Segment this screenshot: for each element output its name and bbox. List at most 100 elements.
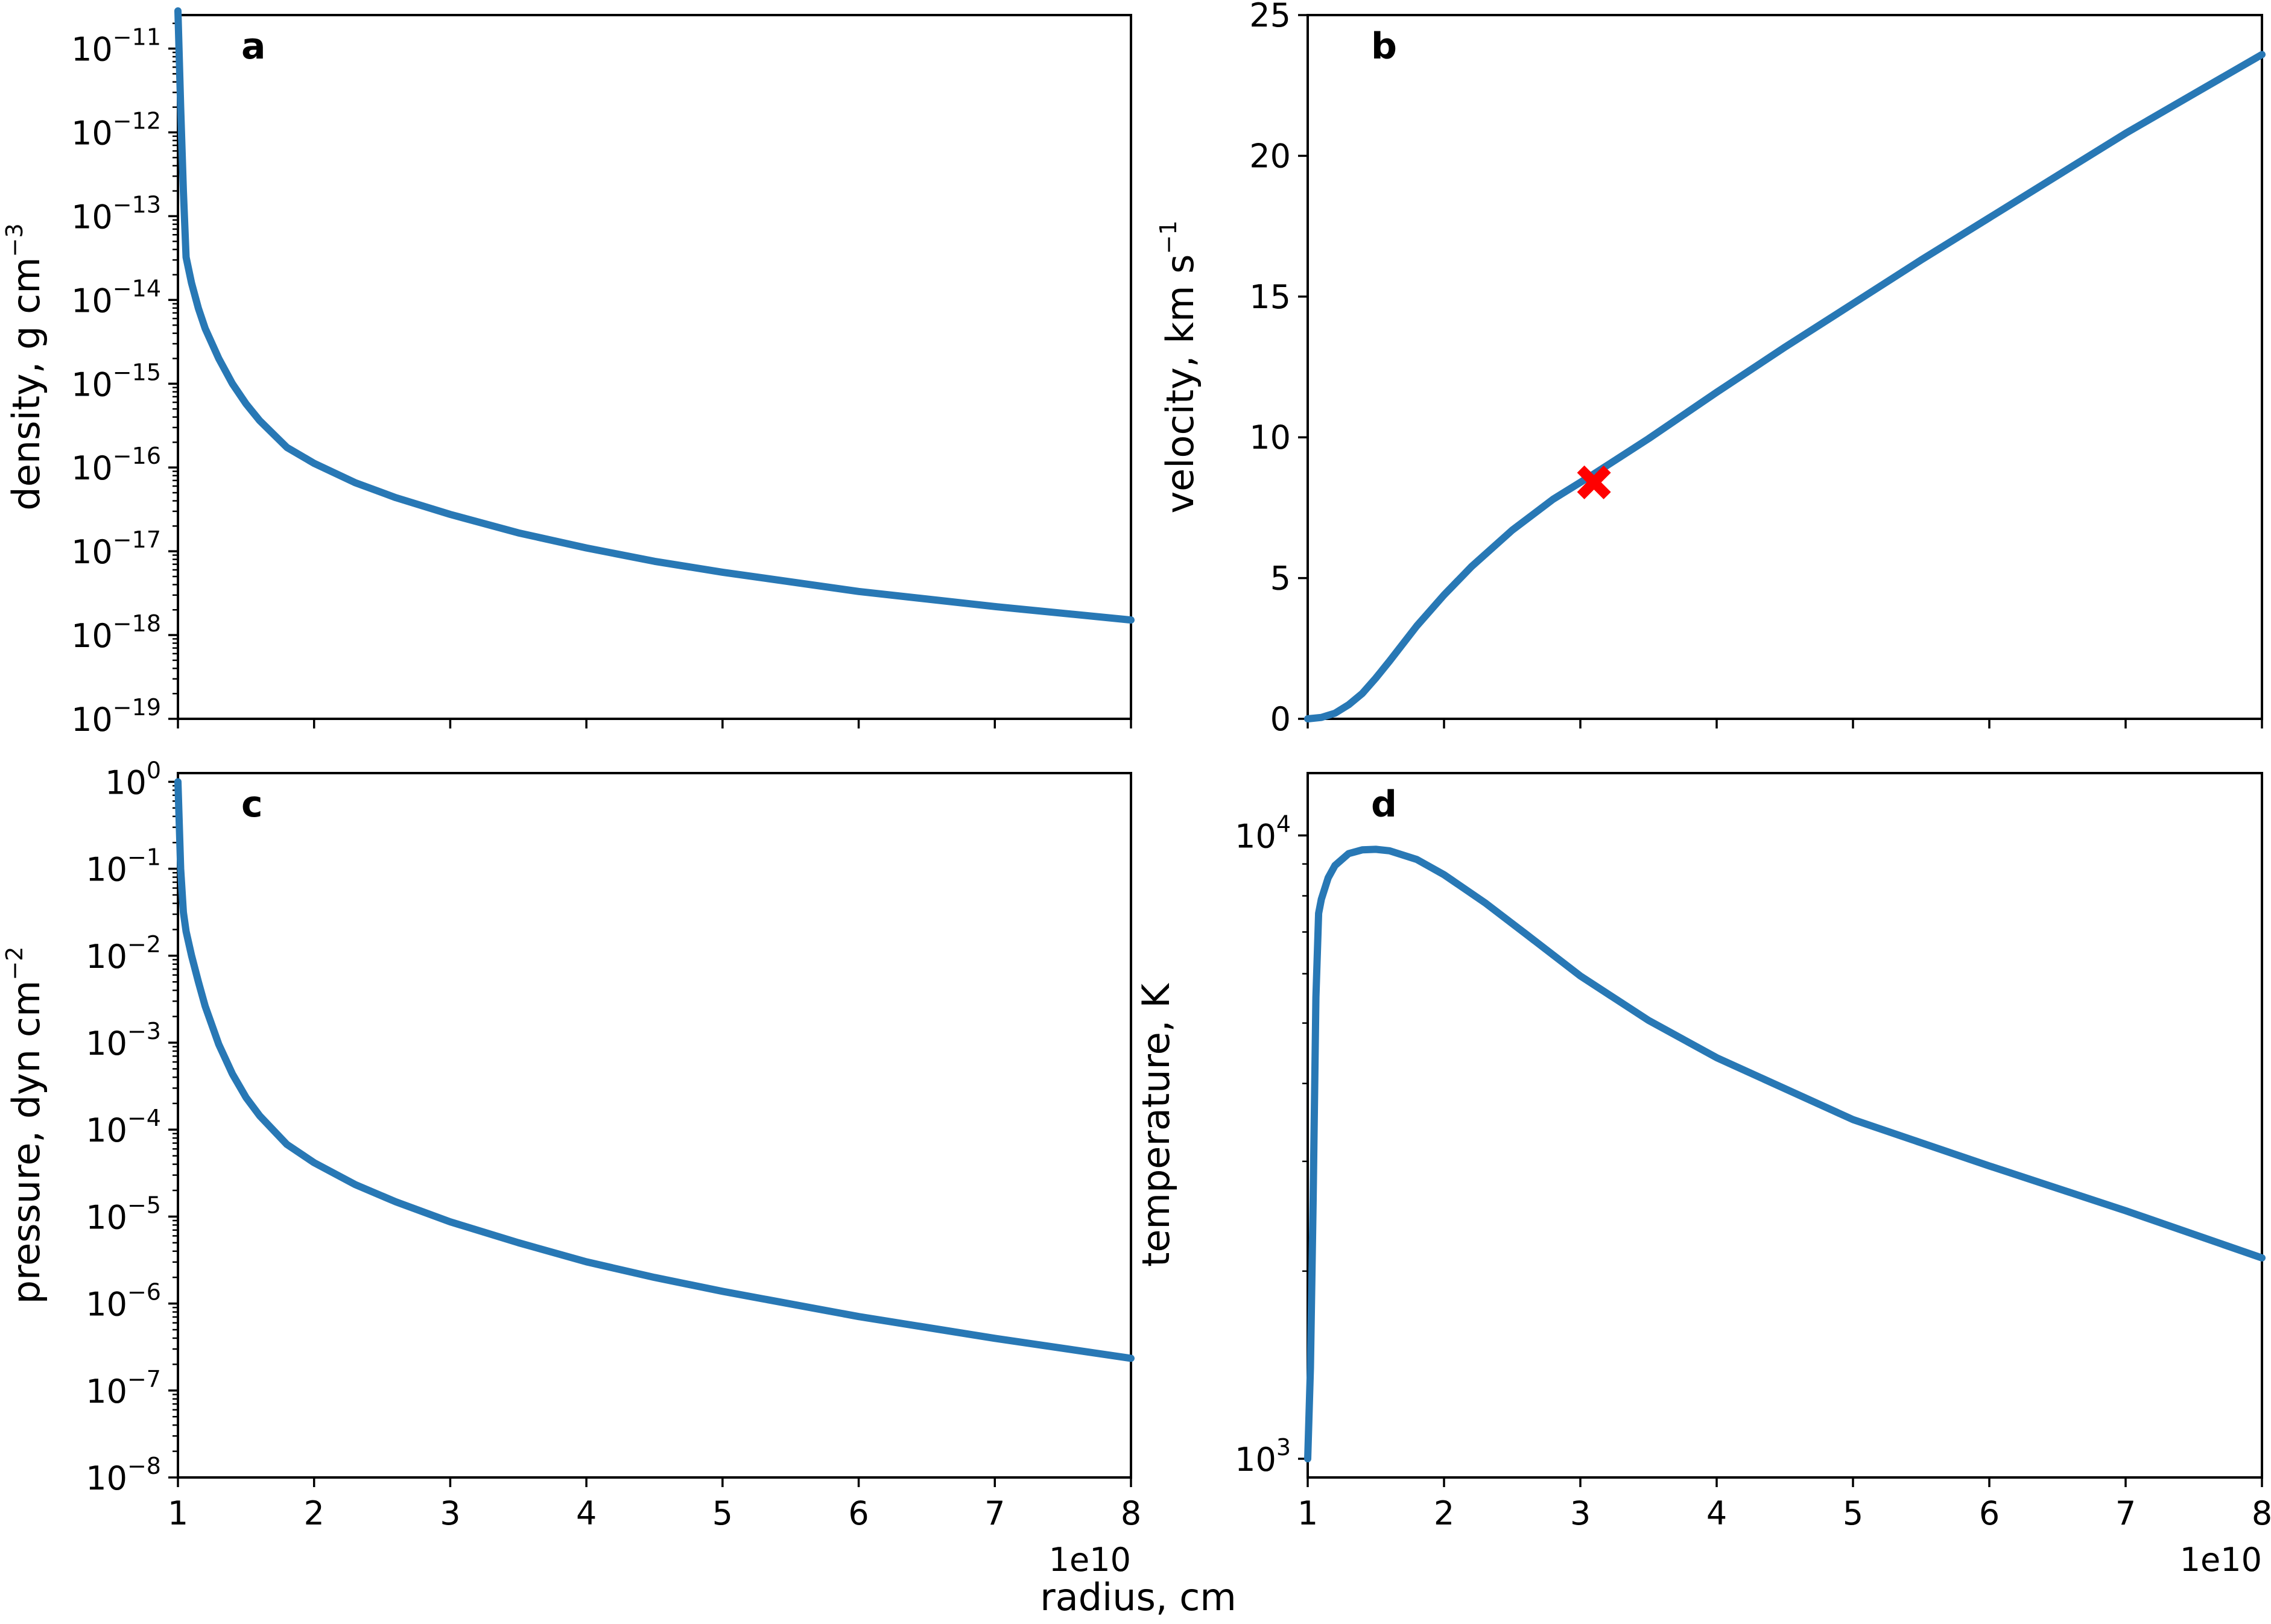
series-line-temperature	[1304, 845, 2266, 1462]
y-tick-label: 100	[105, 757, 161, 801]
x-tick-label: 6	[848, 1494, 869, 1532]
y-tick-label-exponent: −1	[127, 844, 161, 871]
y-tick-label-base: 10	[71, 365, 113, 403]
x-tick-label: 3	[1570, 1494, 1591, 1532]
y-tick-label-exponent: −8	[127, 1453, 161, 1479]
y-tick-label: 10−2	[86, 931, 161, 976]
y-tick-label: 10−17	[71, 526, 161, 571]
panel-letter: a	[241, 25, 266, 68]
series-line-pressure	[174, 778, 1135, 1362]
panel-b: 0 5 10 15 20 25 velocity, km s−1 b	[1155, 0, 2266, 738]
y-tick-label-exponent: −17	[113, 526, 161, 553]
y-tick-label: 20	[1249, 137, 1291, 175]
y-tick-label-exponent: −13	[113, 191, 161, 218]
y-tick-label-base: 10	[86, 1373, 127, 1411]
y-tick-label-base: 10	[86, 1198, 127, 1236]
y-tick-label-base: 10	[1235, 1441, 1276, 1479]
y-tick-label-exponent: −6	[127, 1279, 161, 1306]
y-tick-label-exponent: −4	[127, 1105, 161, 1131]
y-tick-label-base: 10	[1235, 817, 1276, 855]
series-line-density	[174, 7, 1135, 624]
y-axis-label-exponent: −2	[1, 947, 28, 981]
x-tick-label: 2	[1434, 1494, 1454, 1532]
y-tick-label: 104	[1235, 810, 1291, 855]
y-tick-label: 10−16	[71, 443, 161, 487]
y-tick-label-base: 10	[105, 763, 147, 801]
series-line-velocity	[1304, 51, 2266, 722]
x-tick-label: 8	[2252, 1494, 2271, 1532]
y-tick-label: 10−6	[86, 1279, 161, 1324]
x-tick-label: 4	[576, 1494, 597, 1532]
y-tick-label: 10−13	[71, 191, 161, 236]
panel-letter: c	[241, 783, 263, 826]
y-tick-label-exponent: −15	[113, 359, 161, 385]
y-tick-label: 0	[1270, 700, 1291, 738]
y-tick-label: 10	[1249, 419, 1291, 457]
x-tick-label: 5	[712, 1494, 733, 1532]
x-tick-label: 1	[1297, 1494, 1318, 1532]
x-tick-label: 4	[1706, 1494, 1727, 1532]
x-offset-label: 1e10	[2180, 1541, 2262, 1579]
y-tick-label: 103	[1235, 1434, 1291, 1479]
x-tick-label: 2	[304, 1494, 325, 1532]
y-tick-label: 10−11	[71, 24, 161, 69]
x-tick-label: 6	[1979, 1494, 2000, 1532]
y-tick-label-exponent: −2	[127, 931, 161, 958]
y-tick-label: 5	[1270, 560, 1291, 598]
shared-x-axis-label: radius, cm	[1040, 1575, 1237, 1619]
y-tick-label: 10−4	[86, 1105, 161, 1149]
plot-frame	[1307, 772, 2263, 1479]
y-tick-label-base: 10	[86, 1286, 127, 1324]
x-offset-label: 1e10	[1049, 1541, 1131, 1579]
y-tick-label-base: 10	[71, 282, 113, 320]
y-tick-label-exponent: 4	[1276, 810, 1291, 837]
y-tick-label-base: 10	[86, 851, 127, 889]
y-tick-label-base: 10	[86, 1459, 127, 1497]
x-tick-label: 8	[1121, 1494, 1141, 1532]
y-tick-label: 10−14	[71, 275, 161, 320]
y-tick-label-base: 10	[71, 701, 113, 739]
y-tick-label: 10−7	[86, 1366, 161, 1411]
y-tick-label-base: 10	[71, 533, 113, 571]
panel-a: 10−1110−1210−1310−1410−1510−1610−1710−18…	[1, 7, 1135, 739]
y-tick-label: 10−8	[86, 1453, 161, 1497]
x-tick-label: 7	[984, 1494, 1005, 1532]
y-tick-label-exponent: 3	[1276, 1434, 1291, 1461]
y-tick-label-exponent: −19	[113, 694, 161, 721]
y-axis-label: pressure, dyn cm−2	[1, 947, 48, 1304]
y-tick-label-exponent: −5	[127, 1192, 161, 1218]
y-tick-label-base: 10	[71, 31, 113, 69]
y-tick-label: 25	[1249, 0, 1291, 34]
y-tick-label: 15	[1249, 278, 1291, 316]
y-axis-label-text: density, g cm	[4, 257, 48, 510]
y-tick-label-base: 10	[71, 198, 113, 236]
plot-frame	[177, 772, 1132, 1479]
y-tick-label-exponent: −11	[113, 24, 161, 51]
y-tick-label: 10−18	[71, 610, 161, 655]
y-axis-label-text: pressure, dyn cm	[4, 981, 48, 1304]
panel-c: 1 2 3 4 5 6 7 81e1010010−110−210−310−410−510−61…	[1, 757, 1141, 1579]
x-tick-label: 3	[440, 1494, 460, 1532]
y-axis-label-text: velocity, km s	[1158, 254, 1202, 513]
plot-frame	[177, 14, 1132, 720]
y-tick-label-base: 10	[71, 115, 113, 153]
y-tick-label: 10−19	[71, 694, 161, 739]
y-tick-label-base: 10	[86, 938, 127, 976]
y-axis-label: velocity, km s−1	[1155, 220, 1202, 513]
sonic-point-marker	[1577, 465, 1611, 499]
y-tick-label: 10−15	[71, 359, 161, 403]
y-axis-label-exponent: −1	[1155, 220, 1182, 254]
y-tick-label: 10−12	[71, 108, 161, 153]
x-tick-label: 1	[168, 1494, 188, 1532]
plot-frame	[1307, 14, 2263, 720]
y-tick-label-exponent: −12	[113, 108, 161, 134]
x-tick-label: 5	[1843, 1494, 1863, 1532]
y-axis-label: temperature, K	[1134, 983, 1178, 1267]
y-tick-label: 10−1	[86, 844, 161, 889]
panel-letter: d	[1371, 783, 1397, 826]
y-tick-label-exponent: −18	[113, 610, 161, 637]
y-tick-label-exponent: −14	[113, 275, 161, 302]
y-tick-label: 10−5	[86, 1192, 161, 1236]
